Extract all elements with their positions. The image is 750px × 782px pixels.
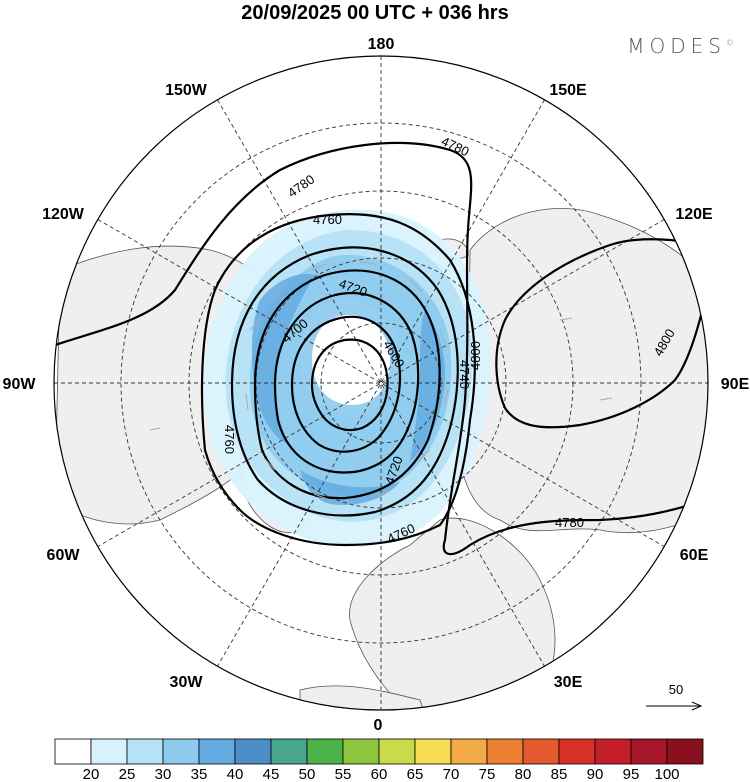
brand-mark: © bbox=[726, 38, 734, 48]
colorbar-tick-label: 25 bbox=[119, 766, 136, 782]
colorbar-tick-label: 90 bbox=[587, 766, 604, 782]
lon-label-120w: 120W bbox=[42, 206, 85, 223]
lon-label-120e: 120E bbox=[675, 206, 713, 223]
colorbar-tick-label: 80 bbox=[515, 766, 532, 782]
colorbar-tick-label: 75 bbox=[479, 766, 496, 782]
vector-reference: 50 bbox=[646, 682, 703, 711]
colorbar-tick-label: 30 bbox=[155, 766, 172, 782]
colorbar-swatch bbox=[306, 738, 344, 765]
contour-label: 4760 bbox=[222, 425, 237, 454]
modes-logo: MODES© bbox=[627, 34, 734, 58]
map-title: 20/09/2025 00 UTC + 036 hrs bbox=[241, 2, 509, 24]
colorbar-swatch bbox=[198, 738, 236, 765]
colorbar-swatch bbox=[378, 738, 416, 765]
colorbar-swatch bbox=[450, 738, 488, 765]
lon-label-60w: 60W bbox=[47, 547, 81, 564]
lon-label-30e: 30E bbox=[554, 674, 583, 691]
vector-reference-arrowhead bbox=[691, 701, 703, 711]
colorbar-swatch bbox=[342, 738, 380, 765]
brand-text: MODES bbox=[627, 34, 726, 58]
colorbar-swatch bbox=[414, 738, 452, 765]
colorbar-tick-label: 55 bbox=[335, 766, 352, 782]
colorbar-swatch bbox=[486, 738, 524, 765]
colorbar-swatch bbox=[270, 738, 308, 765]
height-contours bbox=[54, 141, 707, 556]
colorbar-swatch bbox=[630, 738, 668, 765]
colorbar-tick-label: 60 bbox=[371, 766, 388, 782]
lon-label-150e: 150E bbox=[549, 82, 587, 99]
colorbar-swatch bbox=[522, 738, 560, 765]
colorbar-tick-label: 100 bbox=[654, 766, 679, 782]
colorbar-swatch bbox=[558, 738, 596, 765]
colorbar-swatch bbox=[234, 738, 272, 765]
contour-label: 4800 bbox=[468, 341, 483, 370]
contour-label: 4760 bbox=[313, 212, 342, 227]
lon-label-90w: 90W bbox=[3, 376, 37, 393]
colorbar-swatch bbox=[594, 738, 632, 765]
lon-label-0: 0 bbox=[374, 717, 383, 734]
colorbar-swatch bbox=[54, 738, 92, 765]
colorbar-swatch bbox=[90, 738, 128, 765]
colorbar-tick-label: 95 bbox=[623, 766, 640, 782]
longitude-labels: 180 150E 120E 90E 60E 30E 0 30W 60W 90W … bbox=[3, 36, 750, 734]
lon-label-90e: 90E bbox=[721, 376, 750, 393]
wind-speed-shading bbox=[204, 209, 491, 547]
colorbar-tick-label: 50 bbox=[299, 766, 316, 782]
colorbar-tick-label: 20 bbox=[83, 766, 100, 782]
colorbar-tick-label: 70 bbox=[443, 766, 460, 782]
colorbar-swatch bbox=[666, 738, 704, 765]
lon-label-60e: 60E bbox=[680, 547, 709, 564]
colorbar-tick-label: 85 bbox=[551, 766, 568, 782]
vector-reference-label: 50 bbox=[669, 682, 683, 697]
contour-label: 4740 bbox=[457, 360, 472, 389]
wind-vectors bbox=[149, 261, 613, 501]
lon-label-180: 180 bbox=[368, 36, 395, 53]
colorbar-swatch bbox=[162, 738, 200, 765]
colorbar: 20 25 30 35 40 45 50 55 60 65 70 75 80 85 90 95 100 bbox=[54, 738, 704, 782]
colorbar-swatch bbox=[126, 738, 164, 765]
contour-label: 4780 bbox=[555, 515, 584, 530]
colorbar-tick-label: 45 bbox=[263, 766, 280, 782]
map-boundary bbox=[53, 55, 709, 711]
colorbar-tick-label: 65 bbox=[407, 766, 424, 782]
colorbar-tick-label: 35 bbox=[191, 766, 208, 782]
map-disk bbox=[54, 56, 708, 710]
colorbar-tick-label: 40 bbox=[227, 766, 244, 782]
lon-label-30w: 30W bbox=[170, 674, 204, 691]
lon-label-150w: 150W bbox=[165, 82, 208, 99]
